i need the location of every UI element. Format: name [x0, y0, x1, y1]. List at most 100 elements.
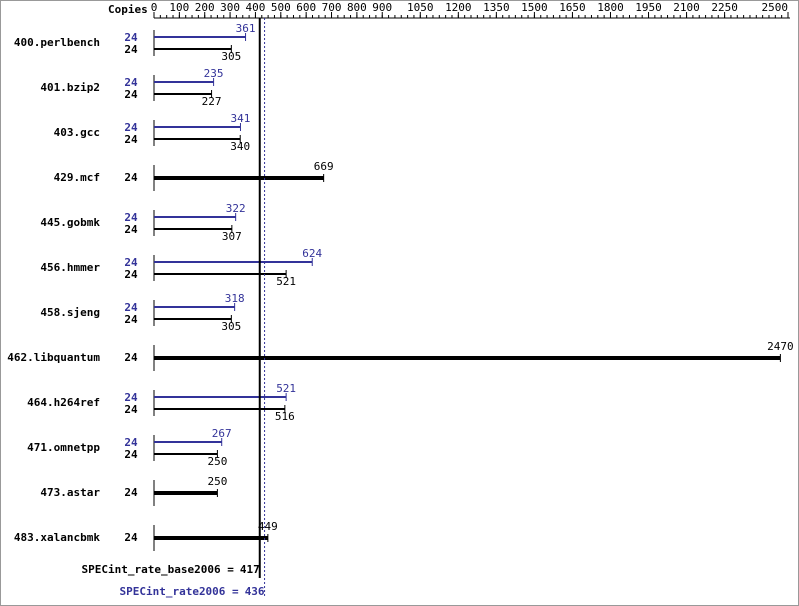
bar [154, 228, 232, 230]
x-tick-label: 1500 [521, 1, 548, 14]
benchmark-label: 400.perlbench [14, 36, 100, 49]
x-tick-label: 800 [347, 1, 367, 14]
base-mean-value: 417 [240, 563, 260, 576]
x-tick-label: 500 [271, 1, 291, 14]
value-label: 361 [236, 22, 256, 35]
x-tick-label: 900 [372, 1, 392, 14]
bar [154, 81, 214, 83]
bar [154, 491, 218, 495]
bar [154, 216, 236, 218]
x-tick-label: 100 [169, 1, 189, 14]
bar [154, 126, 241, 128]
bar [154, 396, 287, 398]
value-label: 2470 [767, 340, 794, 353]
x-tick-label: 2250 [711, 1, 738, 14]
bar [154, 176, 324, 180]
value-label: 340 [230, 140, 250, 153]
value-label: 624 [302, 247, 322, 260]
x-tick-label: 600 [296, 1, 316, 14]
bar [154, 356, 781, 360]
bar [154, 453, 218, 455]
peak-mean-value: 436 [245, 585, 265, 598]
value-label: 250 [207, 475, 227, 488]
copies-label: 24 [124, 448, 138, 461]
copies-header: Copies [108, 3, 148, 16]
value-label: 318 [225, 292, 245, 305]
bar [154, 306, 235, 308]
value-label: 322 [226, 202, 246, 215]
bar [154, 36, 246, 38]
x-tick-label: 1650 [559, 1, 586, 14]
x-tick-label: 0 [151, 1, 158, 14]
benchmark-label: 464.h264ref [27, 396, 100, 409]
bar [154, 441, 222, 443]
bar [154, 408, 285, 410]
x-tick-label: 300 [220, 1, 240, 14]
benchmark-label: 458.sjeng [40, 306, 100, 319]
copies-label: 24 [124, 223, 138, 236]
x-tick-label: 1800 [597, 1, 624, 14]
x-tick-label: 1050 [407, 1, 434, 14]
value-label: 305 [221, 50, 241, 63]
copies-label: 24 [124, 121, 138, 134]
value-label: 250 [207, 455, 227, 468]
peak-mean-text: SPECint_rate2006 = [119, 585, 239, 598]
value-label: 235 [204, 67, 224, 80]
peak-mean-label: SPECint_rate2006 = 436 [119, 585, 264, 598]
copies-label: 24 [124, 436, 138, 449]
value-label: 341 [231, 112, 251, 125]
value-label: 267 [212, 427, 232, 440]
copies-label: 24 [124, 171, 138, 184]
copies-label: 24 [124, 88, 138, 101]
value-label: 516 [275, 410, 295, 423]
copies-label: 24 [124, 301, 138, 314]
value-label: 305 [221, 320, 241, 333]
copies-label: 24 [124, 486, 138, 499]
benchmark-label: 429.mcf [54, 171, 100, 184]
copies-label: 24 [124, 256, 138, 269]
benchmark-label: 456.hmmer [40, 261, 100, 274]
x-tick-label: 1350 [483, 1, 510, 14]
benchmark-label: 462.libquantum [7, 351, 100, 364]
copies-label: 24 [124, 531, 138, 544]
copies-label: 24 [124, 43, 138, 56]
copies-label: 24 [124, 268, 138, 281]
bar [154, 261, 313, 263]
copies-label: 24 [124, 133, 138, 146]
x-tick-label: 2500 [762, 1, 789, 14]
base-mean-text: SPECint_rate_base2006 = [82, 563, 235, 576]
value-label: 227 [202, 95, 222, 108]
value-label: 669 [314, 160, 334, 173]
bar [154, 48, 232, 50]
bar [154, 536, 268, 540]
copies-label: 24 [124, 391, 138, 404]
base-mean-label: SPECint_rate_base2006 = 417 [82, 563, 260, 576]
value-label: 521 [276, 275, 296, 288]
benchmark-label: 445.gobmk [40, 216, 100, 229]
bar [154, 93, 212, 95]
value-label: 521 [276, 382, 296, 395]
x-tick-label: 2100 [673, 1, 700, 14]
bar [154, 273, 287, 275]
copies-label: 24 [124, 76, 138, 89]
x-tick-label: 700 [322, 1, 342, 14]
x-tick-label: 400 [246, 1, 266, 14]
benchmark-label: 483.xalancbmk [14, 531, 100, 544]
copies-label: 24 [124, 31, 138, 44]
copies-label: 24 [124, 211, 138, 224]
value-label: 449 [258, 520, 278, 533]
benchmark-label: 473.astar [40, 486, 100, 499]
bar [154, 138, 241, 140]
x-tick-label: 1200 [445, 1, 472, 14]
benchmark-label: 403.gcc [54, 126, 100, 139]
benchmark-label: 401.bzip2 [40, 81, 100, 94]
x-tick-label: 1950 [635, 1, 662, 14]
benchmark-label: 471.omnetpp [27, 441, 100, 454]
copies-label: 24 [124, 313, 138, 326]
copies-label: 24 [124, 403, 138, 416]
bar [154, 318, 232, 320]
x-tick-label: 200 [195, 1, 215, 14]
